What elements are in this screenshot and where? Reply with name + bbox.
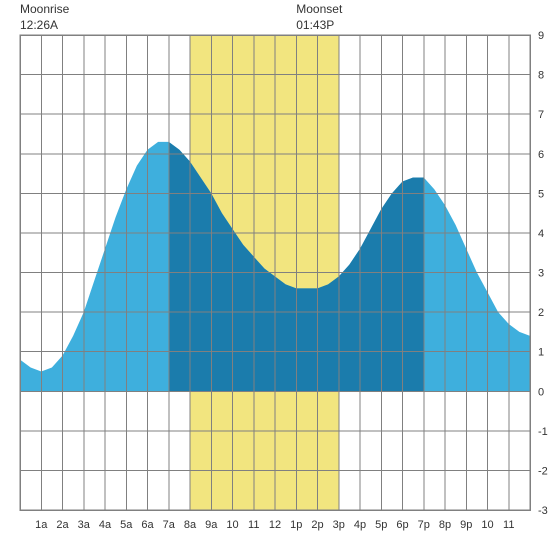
moonset-title: Moonset (296, 2, 342, 16)
moonrise-title: Moonrise (20, 2, 69, 16)
moonset-time: 01:43P (296, 18, 334, 32)
svg-text:12: 12 (269, 519, 281, 531)
svg-text:11: 11 (248, 519, 259, 531)
svg-text:3p: 3p (333, 519, 345, 531)
chart-svg: 1a2a3a4a5a6a7a8a9a1011121p2p3p4p5p6p7p8p… (0, 0, 550, 550)
svg-text:4p: 4p (354, 519, 366, 531)
svg-text:7: 7 (538, 109, 544, 121)
svg-text:9a: 9a (205, 519, 218, 531)
svg-text:0: 0 (538, 386, 544, 398)
svg-text:9: 9 (538, 30, 544, 42)
svg-text:8: 8 (538, 70, 544, 82)
svg-text:4: 4 (538, 228, 544, 240)
svg-text:4a: 4a (99, 519, 112, 531)
svg-text:5a: 5a (120, 519, 133, 531)
svg-text:10: 10 (226, 519, 238, 531)
svg-text:7p: 7p (418, 519, 430, 531)
svg-text:1: 1 (538, 347, 544, 359)
svg-text:2: 2 (538, 307, 544, 319)
svg-text:-1: -1 (538, 426, 548, 438)
moonrise-time: 12:26A (20, 18, 58, 32)
svg-text:6: 6 (538, 149, 544, 161)
svg-text:7a: 7a (163, 519, 176, 531)
svg-text:3: 3 (538, 268, 544, 280)
svg-text:3a: 3a (78, 519, 91, 531)
moonset-label: Moonset 01:43P (296, 2, 342, 33)
svg-text:9p: 9p (460, 519, 472, 531)
svg-text:6p: 6p (396, 519, 408, 531)
svg-text:11: 11 (503, 519, 514, 531)
svg-text:1p: 1p (290, 519, 302, 531)
svg-text:5: 5 (538, 188, 544, 200)
svg-text:8a: 8a (184, 519, 197, 531)
svg-text:1a: 1a (35, 519, 48, 531)
moonrise-label: Moonrise 12:26A (20, 2, 69, 33)
tide-chart: Moonrise 12:26A Moonset 01:43P 1a 2a 3a 4a 5… (0, 0, 550, 550)
svg-text:2p: 2p (311, 519, 323, 531)
svg-text:-2: -2 (538, 465, 548, 477)
svg-text:-3: -3 (538, 505, 548, 517)
svg-text:2a: 2a (56, 519, 69, 531)
svg-text:8p: 8p (439, 519, 451, 531)
svg-text:5p: 5p (375, 519, 387, 531)
svg-text:6a: 6a (141, 519, 154, 531)
svg-text:10: 10 (481, 519, 493, 531)
